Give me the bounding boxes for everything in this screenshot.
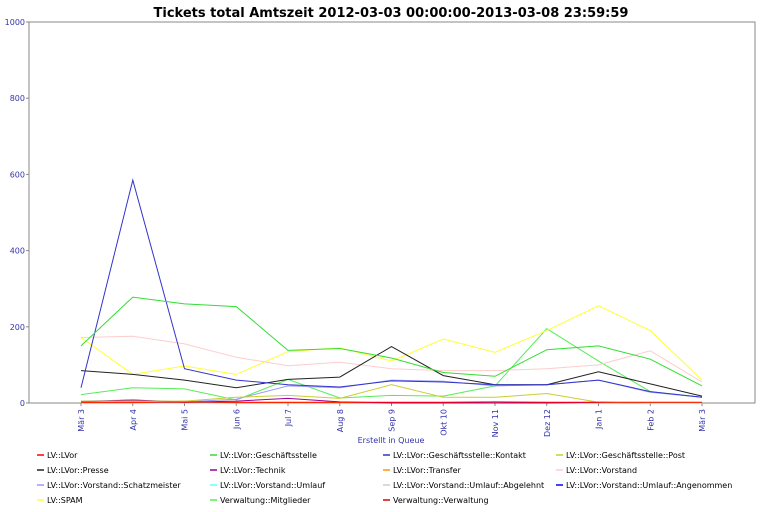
legend-label: LV::LVor::Geschäftsstelle::Kontakt — [393, 451, 526, 460]
y-tick-label: 400 — [10, 247, 25, 256]
legend-label: LV::LVor::Technik — [220, 466, 286, 475]
x-axis-label: Erstellt in Queue — [358, 436, 425, 445]
x-tick-label: Nov 11 — [491, 409, 500, 437]
legend-label: LV::SPAM — [47, 496, 83, 505]
legend-item: LV::LVor::Presse — [37, 466, 109, 475]
x-tick-label: Apr 4 — [129, 409, 138, 430]
legend-label: LV::LVor::Vorstand::Schatzmeister — [47, 481, 181, 490]
legend-item: LV::SPAM — [37, 496, 83, 505]
chart-title: Tickets total Amtszeit 2012-03-03 00:00:… — [154, 6, 629, 21]
y-tick-label: 1000 — [5, 18, 25, 27]
x-tick-label: Jan 1 — [595, 409, 604, 430]
y-tick-label: 800 — [10, 94, 25, 103]
legend-item: LV::LVor::Vorstand::Umlauf::Abgelehnt — [383, 481, 544, 490]
legend-item: LV::LVor::Technik — [210, 466, 286, 475]
plot-area — [28, 21, 756, 404]
legend-label: Verwaltung::Verwaltung — [393, 496, 489, 505]
legend-label: LV::LVor::Vorstand::Umlauf — [220, 481, 325, 490]
x-tick-label: Mai 5 — [181, 409, 190, 431]
x-tick-label: Mär 3 — [77, 409, 86, 432]
x-tick-label: Dez 12 — [543, 409, 552, 437]
legend-label: LV::LVor — [47, 451, 78, 460]
legend-item: LV::LVor::Vorstand::Umlauf — [210, 481, 325, 490]
series-line — [80, 296, 703, 387]
series-line — [80, 305, 703, 381]
x-tick-label: Jun 6 — [232, 409, 241, 430]
x-tick-label: Feb 2 — [646, 409, 655, 431]
x-tick-label: Mär 3 — [698, 409, 707, 432]
legend-item: LV::LVor::Geschäftsstelle — [210, 451, 317, 460]
legend-label: LV::LVor::Vorstand::Umlauf::Angenommen — [566, 481, 732, 490]
legend-item: LV::LVor::Transfer — [383, 466, 462, 475]
series-line — [80, 178, 703, 398]
legend-label: LV::LVor::Transfer — [393, 466, 462, 475]
x-tick-label: Jul 7 — [284, 409, 293, 427]
legend-label: Verwaltung::Mitglieder — [220, 496, 311, 505]
legend-label: LV::LVor::Presse — [47, 466, 109, 475]
legend-item: Verwaltung::Mitglieder — [210, 496, 311, 505]
series-line — [80, 335, 703, 383]
legend-label: LV::LVor::Geschäftsstelle — [220, 451, 317, 460]
legend-item: LV::LVor::Geschäftsstelle::Kontakt — [383, 451, 526, 460]
legend-item: LV::LVor::Geschäftsstelle::Post — [556, 451, 685, 460]
series-line — [80, 328, 703, 401]
legend-item: LV::LVor::Vorstand::Schatzmeister — [37, 481, 181, 490]
x-tick-label: Sep 9 — [388, 409, 397, 432]
legend-item: Verwaltung::Verwaltung — [383, 496, 489, 505]
series-line — [80, 346, 703, 397]
y-tick-label: 0 — [20, 399, 25, 408]
y-tick-label: 200 — [10, 323, 25, 332]
legend-label: LV::LVor::Vorstand — [566, 466, 637, 475]
x-tick-label: Okt 10 — [439, 409, 448, 436]
legend-label: LV::LVor::Geschäftsstelle::Post — [566, 451, 685, 460]
legend-item: LV::LVor::Vorstand — [556, 466, 637, 475]
legend-label: LV::LVor::Vorstand::Umlauf::Abgelehnt — [393, 481, 544, 490]
x-tick-label: Aug 8 — [336, 409, 345, 432]
legend-item: LV::LVor::Vorstand::Umlauf::Angenommen — [556, 481, 732, 490]
y-tick-label: 600 — [10, 170, 25, 179]
legend-item: LV::LVor — [37, 451, 78, 460]
